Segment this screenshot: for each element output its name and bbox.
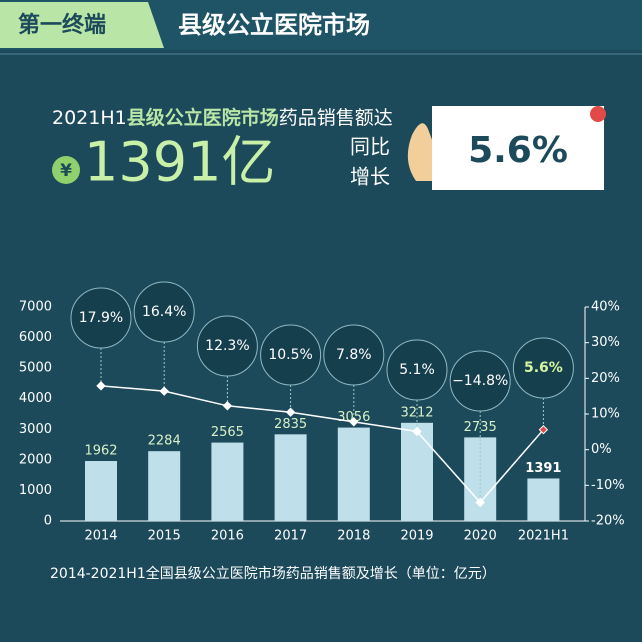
hand-icon: [407, 123, 434, 181]
y-tick-label: 7000: [19, 300, 52, 315]
growth-card: [432, 106, 604, 190]
y2-tick-label: -20%: [591, 514, 625, 529]
x-tick-label: 2016: [211, 529, 244, 544]
growth-label: 16.4%: [142, 304, 186, 320]
y2-tick-label: 40%: [591, 300, 620, 315]
growth-label: 同比: [350, 135, 390, 159]
bar: [401, 422, 433, 521]
x-tick-label: 2021H1: [518, 529, 569, 544]
growth-point: [222, 401, 233, 411]
growth-label: −14.8%: [452, 373, 508, 389]
x-tick-label: 2019: [400, 529, 433, 544]
x-tick-label: 2018: [337, 529, 370, 544]
bubble: [512, 337, 574, 399]
y2-tick-label: 10%: [591, 407, 620, 422]
bubble: [386, 339, 448, 401]
bar: [85, 461, 117, 521]
bar-value-label: 2565: [211, 425, 244, 440]
growth-label: 7.8%: [336, 347, 372, 363]
y2-tick-label: 20%: [591, 371, 620, 386]
ribbon-icon: [590, 106, 606, 122]
growth-point: [412, 426, 422, 437]
headline-suffix: 药品销售额达: [279, 107, 393, 129]
bar: [274, 434, 307, 521]
bar-value-label: 2835: [274, 417, 307, 432]
bar: [527, 478, 560, 521]
bar-value-label: 1962: [84, 444, 117, 459]
bar-value-label: 2284: [148, 434, 181, 449]
x-tick-label: 2015: [148, 529, 181, 544]
header-tag-bg: [0, 2, 164, 48]
growth-line: [100, 385, 544, 504]
bar: [148, 451, 181, 521]
growth-value: 5.6%: [468, 130, 568, 171]
growth-label: 5.1%: [399, 362, 435, 378]
header-tag: 第一终端: [18, 12, 106, 38]
currency: ¥: [60, 161, 72, 181]
x-tick-label: 2020: [464, 529, 497, 544]
x-tick-label: 2014: [84, 529, 117, 544]
chart-caption: 2014-2021H1全国县级公立医院市场药品销售额及增长（单位：亿元）: [50, 565, 496, 582]
x-tick-label: 2017: [274, 529, 307, 544]
bubble: [323, 324, 385, 386]
bar-value-label: 1391: [525, 461, 561, 476]
growth-point: [285, 407, 296, 417]
y2-tick-label: 0%: [591, 442, 612, 457]
growth-point: [349, 417, 359, 427]
y-tick-label: 2000: [19, 452, 52, 467]
growth-label: 17.9%: [79, 310, 123, 326]
growth-point: [475, 497, 485, 508]
y-tick-label: 4000: [19, 391, 52, 406]
y-tick-label: 3000: [19, 422, 52, 437]
headline-market: 县级公立医院市场: [127, 106, 279, 129]
header-title: 县级公立医院市场: [178, 11, 370, 39]
bubble: [449, 350, 511, 412]
growth-label: 5.6%: [524, 360, 563, 376]
headline: 2021H1县级公立医院市场药品销售额达: [52, 106, 393, 129]
y-tick-label: 0: [44, 514, 52, 529]
y-tick-label: 6000: [19, 330, 52, 345]
y2-tick-label: -10%: [591, 478, 625, 493]
growth-point: [96, 381, 106, 391]
y-tick-label: 5000: [19, 361, 52, 376]
growth-point: [538, 424, 549, 435]
bar: [211, 442, 244, 521]
bubble: [196, 315, 258, 377]
bubble: [260, 324, 322, 386]
growth-point: [159, 386, 169, 396]
y2-tick-label: 30%: [591, 335, 620, 350]
bubble: [133, 281, 195, 343]
bar: [337, 427, 370, 521]
growth-label: 12.3%: [205, 338, 249, 354]
headline-amount: 1391亿: [84, 131, 275, 194]
currency-badge: [52, 156, 80, 184]
growth-label: 10.5%: [268, 347, 312, 363]
growth-label: 增长: [350, 165, 390, 189]
y-tick-label: 1000: [19, 483, 52, 498]
bubble: [70, 287, 132, 349]
headline-period: 2021H1: [52, 107, 127, 129]
